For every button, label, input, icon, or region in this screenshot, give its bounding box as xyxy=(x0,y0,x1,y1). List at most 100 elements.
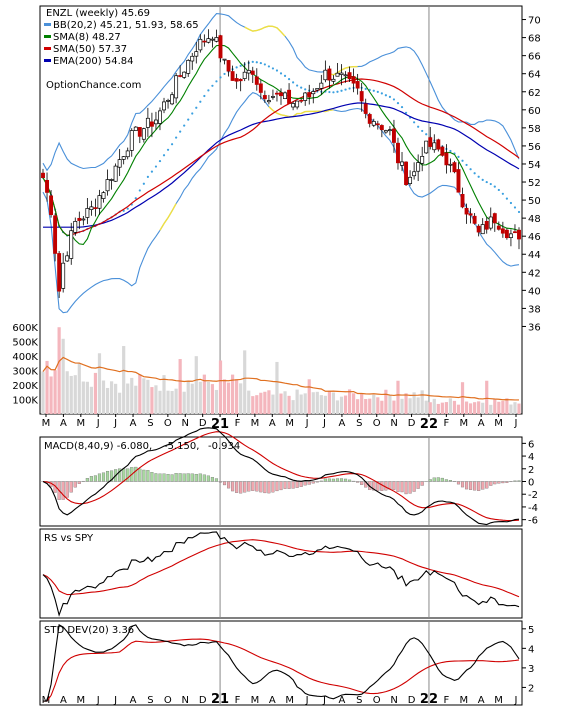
candle-body xyxy=(170,94,175,105)
legend-entry: EMA(200) 54.84 xyxy=(53,56,133,67)
volume-bar xyxy=(420,390,424,414)
macd-histogram-bar xyxy=(287,481,291,489)
volume-bar xyxy=(408,398,412,414)
candle-body xyxy=(145,117,150,128)
macd-tick-label: -2 xyxy=(528,490,538,501)
bollinger-middle-dot xyxy=(396,102,400,105)
macd-histogram-bar xyxy=(408,481,412,494)
candle-body xyxy=(234,78,239,82)
volume-bar xyxy=(364,399,368,414)
year-label: 21 xyxy=(211,417,229,432)
candle-body xyxy=(121,156,126,160)
macd-histogram-bar xyxy=(331,478,335,482)
bollinger-middle-dot xyxy=(461,159,464,162)
candle-body xyxy=(93,207,98,209)
macd-histogram-bar xyxy=(255,481,259,492)
bollinger-middle-dot xyxy=(517,210,521,214)
macd-histogram-bar xyxy=(178,473,182,482)
volume-bar xyxy=(243,350,247,414)
candle-body xyxy=(186,60,191,74)
bollinger-middle-dot xyxy=(497,188,500,192)
volume-bar xyxy=(57,327,61,414)
volume-bar xyxy=(388,394,392,414)
volume-bar xyxy=(368,398,372,414)
macd-histogram-bar xyxy=(327,478,331,482)
volume-bar xyxy=(456,404,461,414)
candle-body xyxy=(404,161,409,185)
candle-body xyxy=(133,126,138,131)
month-label-bottom: D xyxy=(199,695,207,706)
volume-bar xyxy=(360,393,364,414)
candle-body xyxy=(464,207,469,215)
volume-bar xyxy=(174,388,178,414)
rs-label: RS vs SPY xyxy=(44,533,94,544)
macd-histogram-bar xyxy=(243,481,247,493)
macd-histogram-bar xyxy=(202,474,206,482)
macd-histogram-bar xyxy=(456,481,461,485)
bollinger-middle-dot xyxy=(239,64,242,67)
macd-histogram-bar xyxy=(271,481,275,493)
macd-histogram-bar xyxy=(432,477,436,482)
volume-bar xyxy=(335,400,340,414)
bollinger-middle-dot xyxy=(195,106,198,109)
candle-body xyxy=(178,75,183,77)
volume-tick-label: 300K xyxy=(12,367,38,378)
volume-bar xyxy=(230,374,235,414)
volume-bar xyxy=(481,402,485,414)
candle-body xyxy=(125,150,130,158)
candle-body xyxy=(166,99,171,102)
stddev-tick-label: 4 xyxy=(528,644,534,655)
volume-bar xyxy=(154,385,158,414)
macd-histogram-bar xyxy=(210,477,214,482)
volume-bar xyxy=(509,404,513,414)
bollinger-middle-dot xyxy=(344,88,347,91)
volume-bar xyxy=(303,393,307,414)
month-label-bottom: M xyxy=(285,695,294,706)
volume-bar xyxy=(109,381,114,414)
price-tick-label: 58 xyxy=(528,124,541,135)
price-tick-label: 42 xyxy=(528,268,541,279)
volume-bar xyxy=(81,381,85,414)
month-label-bottom: A xyxy=(339,695,346,706)
candle-body xyxy=(101,192,106,199)
bollinger-middle-dot xyxy=(158,159,162,163)
month-label: M xyxy=(251,418,260,429)
month-label-bottom: N xyxy=(182,695,189,706)
candle-body xyxy=(460,193,465,208)
price-tick-label: 50 xyxy=(528,196,541,207)
candle-body xyxy=(41,172,45,179)
macd-histogram-bar xyxy=(392,481,396,490)
candle-body xyxy=(279,92,283,97)
candle-body xyxy=(468,213,473,216)
candle-body xyxy=(331,78,336,82)
month-label: J xyxy=(96,418,100,429)
bollinger-middle-dot xyxy=(142,182,145,185)
candle-body xyxy=(226,60,231,72)
macd-histogram-bar xyxy=(85,478,89,482)
volume-bar xyxy=(271,394,275,414)
candle-body xyxy=(432,142,437,151)
candle-body xyxy=(408,176,413,184)
candle-body xyxy=(291,103,296,108)
candle-body xyxy=(174,75,179,99)
month-label-bottom: M xyxy=(251,695,260,706)
candle-body xyxy=(351,76,356,84)
candle-body xyxy=(218,35,223,59)
bollinger-middle-dot xyxy=(328,90,331,94)
bollinger-middle-dot xyxy=(449,149,452,153)
volume-bar xyxy=(218,360,223,414)
bollinger-middle-dot xyxy=(388,95,392,98)
bollinger-middle-dot xyxy=(207,89,210,92)
bollinger-middle-dot xyxy=(485,180,488,184)
macd-histogram-bar xyxy=(239,481,243,494)
candle-body xyxy=(375,123,380,126)
bollinger-middle-dot xyxy=(505,197,508,200)
macd-histogram-bar xyxy=(150,472,154,482)
month-label: M xyxy=(285,418,294,429)
volume-bar xyxy=(263,391,267,414)
month-label: J xyxy=(113,418,117,429)
candle-body xyxy=(307,92,312,98)
stddev-tick-label: 3 xyxy=(528,664,534,675)
candle-body xyxy=(379,125,384,131)
